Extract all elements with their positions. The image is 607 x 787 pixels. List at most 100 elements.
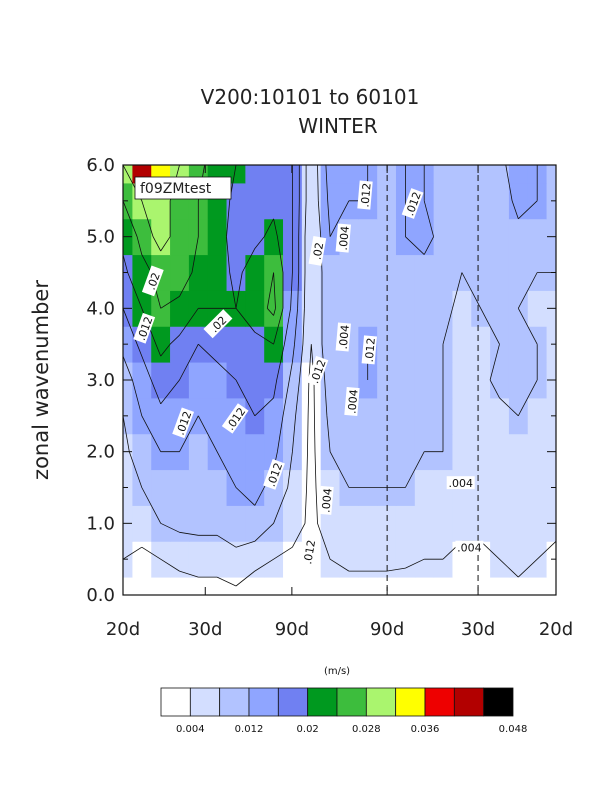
contour-label: .004 <box>446 476 475 490</box>
plot-area: .02.012.012.02.012.012.012.02.012.004.00… <box>122 164 557 596</box>
heatmap-cell <box>452 433 472 471</box>
heatmap-cell <box>452 362 472 399</box>
heatmap-cell <box>151 218 171 256</box>
heatmap-cell <box>395 577 416 596</box>
heatmap-cell <box>245 469 265 506</box>
heatmap-cell <box>207 541 228 578</box>
heatmap-cell <box>264 218 284 256</box>
heatmap-cell <box>132 433 152 471</box>
heatmap-cell <box>245 505 265 542</box>
heatmap-cell <box>207 469 228 506</box>
heatmap-cell <box>527 397 548 435</box>
colorbar-tick-label: 0.048 <box>499 724 528 735</box>
heatmap-cell <box>245 165 265 184</box>
heatmap-cell <box>264 165 284 184</box>
contour-label-text: .012 <box>363 337 378 363</box>
heatmap-cell <box>508 397 529 435</box>
heatmap-cell <box>358 541 378 578</box>
heatmap-cell <box>527 218 548 256</box>
x-tick-label: 90d <box>275 619 309 640</box>
heatmap-cell <box>226 326 246 363</box>
heatmap-cell <box>452 290 472 327</box>
heatmap-cell <box>283 577 303 596</box>
heatmap-cell <box>490 290 510 327</box>
heatmap-cell <box>339 577 359 596</box>
heatmap-cell <box>264 397 284 435</box>
inset-label-box: f09ZMtest <box>134 176 232 200</box>
heatmap-cell <box>188 577 209 596</box>
heatmap-cell <box>377 326 397 363</box>
contour-label-text: .012 <box>301 539 318 565</box>
heatmap-cell <box>301 165 322 184</box>
x-tick-label: 20d <box>106 619 140 640</box>
heatmap-cell <box>188 469 209 506</box>
heatmap-cell <box>527 469 548 506</box>
heatmap-cell <box>452 326 472 363</box>
heatmap-cell <box>339 433 359 471</box>
heatmap-cell <box>151 469 171 506</box>
heatmap-cell <box>320 165 340 184</box>
heatmap-cell <box>527 505 548 542</box>
colorbar-swatch <box>189 687 221 717</box>
contour-label: .004 <box>335 322 352 352</box>
heatmap-cell <box>226 577 246 596</box>
heatmap-cell <box>471 165 491 184</box>
heatmap-cell <box>490 505 510 542</box>
heatmap-cell <box>245 218 265 256</box>
contour-line <box>122 164 284 357</box>
heatmap-cell <box>433 165 453 184</box>
colorbar-swatch <box>365 687 397 717</box>
heatmap-cell <box>395 362 416 399</box>
colorbar-tick-labels: 0.004 0.012 0.02 0.028 0.036 0.048 <box>176 724 527 735</box>
contour-label: .004 <box>455 540 484 555</box>
heatmap-cell <box>358 290 378 327</box>
heatmap-cell <box>471 397 491 435</box>
heatmap-cell <box>490 397 510 435</box>
heatmap-cell <box>395 541 416 578</box>
heatmap-cell <box>433 182 453 220</box>
heatmap-cell <box>414 397 435 435</box>
inset-label: f09ZMtest <box>140 181 212 197</box>
colorbar-swatch <box>277 687 309 717</box>
heatmap-cell <box>471 505 491 542</box>
heatmap-cell <box>508 433 529 471</box>
heatmap-cell <box>170 577 190 596</box>
heatmap-cell <box>358 433 378 471</box>
contour-label-text: .004 <box>457 542 482 555</box>
heatmap-cell <box>452 397 472 435</box>
heatmap-cell <box>508 505 529 542</box>
contour-label: .012 <box>361 335 378 365</box>
heatmap-cell <box>283 290 303 327</box>
y-axis-label: zonal wavenumber <box>29 280 53 480</box>
heatmap-cell <box>301 433 322 471</box>
colorbar-swatch <box>453 687 485 717</box>
heatmap-cell <box>433 505 453 542</box>
heatmap-cell <box>151 577 171 596</box>
heatmap-cell <box>490 218 510 256</box>
heatmap-cell <box>264 362 284 399</box>
y-tick-labels: 0.0 1.0 2.0 3.0 4.0 5.0 6.0 <box>86 155 115 606</box>
x-tick-label: 30d <box>461 619 495 640</box>
heatmap-cell <box>226 218 246 256</box>
heatmap-cell <box>170 254 190 291</box>
heatmap-cell <box>339 541 359 578</box>
heatmap-cell <box>414 326 435 363</box>
contour-label-text: .02 <box>310 241 326 260</box>
heatmap-cell <box>320 505 340 542</box>
heatmap-cell <box>395 290 416 327</box>
heatmap-cell <box>414 290 435 327</box>
heatmap-cell <box>301 290 322 327</box>
heatmap-cell <box>339 254 359 291</box>
heatmap-cell <box>245 254 265 291</box>
heatmap-cell <box>377 182 397 220</box>
heatmap-cell <box>358 254 378 291</box>
y-tick-label: 0.0 <box>86 585 115 606</box>
heatmap-cell <box>433 218 453 256</box>
colorbar-swatch <box>219 687 250 717</box>
heatmap-cell <box>395 433 416 471</box>
heatmap-cell <box>414 362 435 399</box>
heatmap-cell <box>301 397 322 435</box>
heatmap-cell <box>508 326 529 363</box>
contour-labels: .02.012.012.02.012.012.012.02.012.004.00… <box>133 180 484 567</box>
y-tick-label: 5.0 <box>86 227 115 248</box>
